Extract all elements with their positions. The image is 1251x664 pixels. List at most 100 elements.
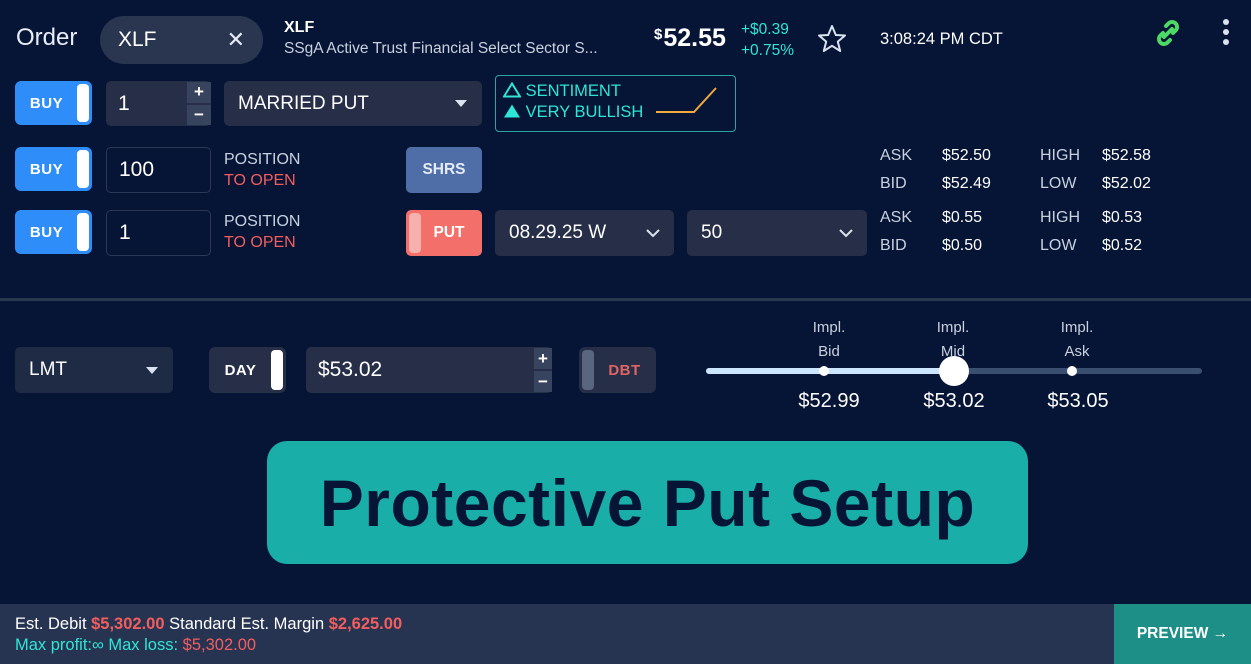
symbol-tab-label: XLF <box>118 28 157 51</box>
strategy-qty-value: 1 <box>118 91 130 115</box>
est-debit-label: Est. Debit <box>15 615 87 633</box>
caret-down-icon <box>146 366 158 374</box>
sentiment-label-row: SENTIMENT <box>502 81 621 101</box>
symbol-code: XLF <box>284 19 315 36</box>
sentiment-box[interactable] <box>495 75 736 132</box>
shares-type-label: SHRS <box>422 161 466 178</box>
position-line1: POSITION <box>224 151 301 168</box>
cost-summary: Est. Debit $5,302.00 Standard Est. Margi… <box>15 615 402 634</box>
put-high-label: HIGH <box>1040 209 1080 226</box>
close-icon[interactable]: ✕ <box>226 27 245 52</box>
price-stepper: + − <box>532 347 552 393</box>
impl-mid-caption: Impl. Mid <box>923 316 983 364</box>
put-leg-side-label: BUY <box>29 223 64 241</box>
strategy-side-toggle[interactable]: BUY <box>15 81 92 125</box>
symbol-tab[interactable]: XLF ✕ <box>100 16 263 64</box>
position-line2: TO OPEN <box>224 234 296 251</box>
chevron-down-icon <box>646 228 660 237</box>
preview-button[interactable]: PREVIEW → <box>1114 604 1251 664</box>
impl-ask-price: $53.05 <box>1047 390 1109 412</box>
shares-low: $52.02 <box>1102 175 1151 192</box>
price-change-pct: +0.75% <box>741 42 795 59</box>
payoff-graph-icon <box>656 87 717 113</box>
shares-bid-label: BID <box>880 175 907 192</box>
impl-bid-label-1: Impl. <box>812 319 846 336</box>
expiry-select[interactable]: 08.29.25 W <box>495 210 674 256</box>
debit-credit-toggle[interactable]: DBT <box>579 347 656 393</box>
decrement-button[interactable]: − <box>534 371 552 392</box>
impl-ask-caption: Impl. Ask <box>1047 316 1107 364</box>
debit-credit-label: DBT <box>608 361 641 379</box>
sentiment-value: VERY BULLISH <box>525 103 644 121</box>
sentiment-label: SENTIMENT <box>525 82 621 100</box>
impl-bid-label-2: Bid <box>818 343 840 360</box>
symbol-name: SSgA Active Trust Financial Select Secto… <box>284 40 598 57</box>
slider-tick-bid[interactable] <box>819 366 829 376</box>
toggle-knob <box>77 213 89 251</box>
impl-bid-price: $52.99 <box>798 390 860 412</box>
order-type-select[interactable]: LMT <box>15 347 173 393</box>
link-icon[interactable] <box>1153 18 1183 48</box>
duration-label: DAY <box>224 361 257 379</box>
last-price: $52.55 <box>654 24 726 53</box>
title-banner: Protective Put Setup <box>267 441 1028 564</box>
impl-ask-label-1: Impl. <box>1060 319 1094 336</box>
margin-label: Standard Est. Margin <box>169 615 325 633</box>
price-slider-fill <box>706 368 954 374</box>
toggle-knob <box>409 213 421 253</box>
risk-summary: Max profit:∞ Max loss: $5,302.00 <box>15 636 256 655</box>
put-leg-side-toggle[interactable]: BUY <box>15 210 92 254</box>
decrement-button[interactable]: − <box>187 104 211 125</box>
slider-tick-ask[interactable] <box>1067 366 1077 376</box>
slider-thumb[interactable] <box>939 356 969 386</box>
put-low: $0.52 <box>1102 237 1143 254</box>
toggle-knob <box>271 350 283 390</box>
position-line1: POSITION <box>224 213 301 230</box>
page-title: Order <box>16 24 78 51</box>
put-low-label: LOW <box>1040 237 1077 254</box>
put-position-effect[interactable]: POSITION TO OPEN <box>224 211 300 253</box>
currency-symbol: $ <box>654 26 663 43</box>
toggle-knob <box>77 150 89 188</box>
margin-value: $2,625.00 <box>328 615 403 633</box>
limit-price-input[interactable]: $53.02 + − <box>306 347 552 393</box>
section-divider <box>0 298 1251 301</box>
price-change-abs: +$0.39 <box>741 21 789 38</box>
shares-leg-side-toggle[interactable]: BUY <box>15 147 92 191</box>
shares-position-effect[interactable]: POSITION TO OPEN <box>224 149 300 191</box>
impl-mid-label-2: Mid <box>940 343 966 360</box>
put-bid-label: BID <box>880 237 907 254</box>
put-type-label: PUT <box>433 224 465 241</box>
limit-price-value: $53.02 <box>318 358 383 381</box>
star-icon[interactable] <box>816 23 848 55</box>
strike-select[interactable]: 50 <box>687 210 867 256</box>
shares-qty-value: 100 <box>119 158 155 181</box>
qty-stepper: + − <box>185 81 211 126</box>
strategy-select[interactable]: MARRIED PUT <box>224 81 482 126</box>
increment-button[interactable]: + <box>187 82 211 103</box>
triangle-outline-icon <box>502 81 522 98</box>
put-qty-input[interactable]: 1 <box>106 210 211 256</box>
expiry-select-value: 08.29.25 W <box>509 222 607 243</box>
arrow-right-icon: → <box>1212 625 1229 642</box>
toggle-knob <box>77 84 89 122</box>
strategy-select-value: MARRIED PUT <box>238 92 369 114</box>
put-qty-value: 1 <box>119 221 131 244</box>
caret-down-icon <box>455 100 467 107</box>
put-high: $0.53 <box>1102 209 1143 226</box>
max-profit-value: ∞ <box>92 636 104 654</box>
strategy-qty-input[interactable]: 1 + − <box>106 81 211 126</box>
duration-toggle[interactable]: DAY <box>209 347 286 393</box>
est-debit-value: $5,302.00 <box>91 615 165 633</box>
sentiment-value-row: VERY BULLISH <box>503 103 643 122</box>
shares-qty-input[interactable]: 100 <box>106 147 211 193</box>
strategy-side-label: BUY <box>29 94 64 112</box>
order-type-value: LMT <box>29 359 67 380</box>
market-clock: 3:08:24 PM CDT <box>880 30 1003 48</box>
max-loss-value: $5,302.00 <box>182 636 257 654</box>
shares-type-button[interactable]: SHRS <box>406 147 482 193</box>
increment-button[interactable]: + <box>534 348 552 369</box>
put-type-toggle[interactable]: PUT <box>406 210 482 256</box>
shares-bid: $52.49 <box>942 175 991 192</box>
more-menu-icon[interactable] <box>1218 18 1234 48</box>
